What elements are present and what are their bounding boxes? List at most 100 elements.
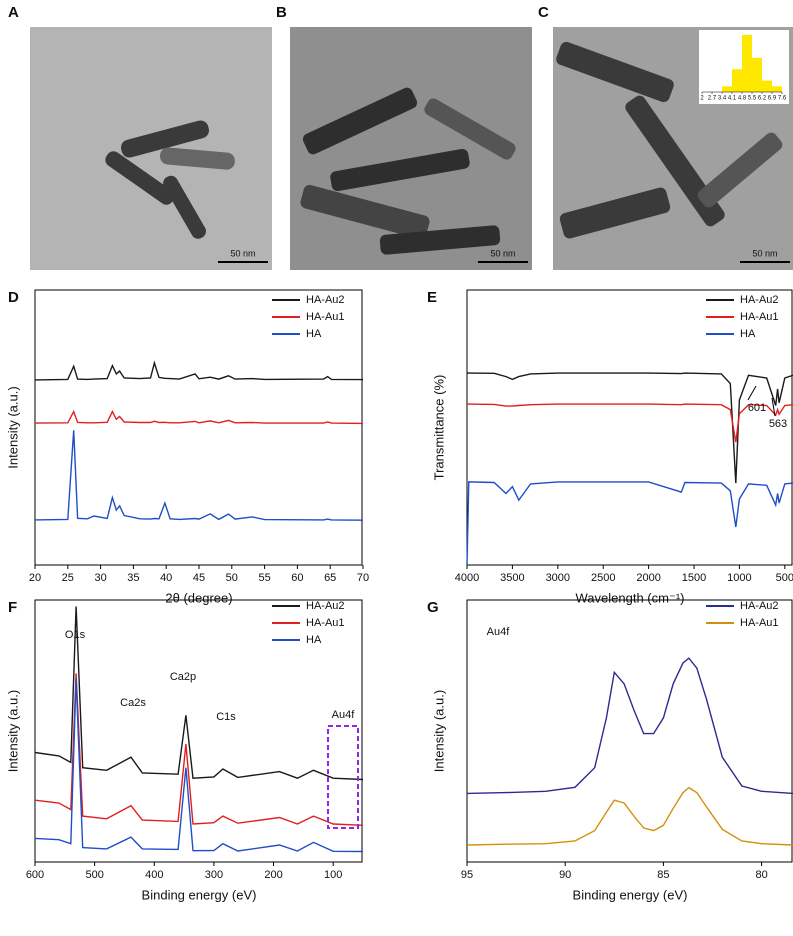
x-tick-label: 80 bbox=[755, 869, 767, 881]
x-tick-label: 2.7 bbox=[708, 96, 717, 102]
series-line bbox=[467, 372, 793, 484]
x-tick-label: 35 bbox=[127, 572, 139, 584]
annotation: Ca2p bbox=[170, 671, 196, 683]
annotation: 563 bbox=[769, 418, 787, 430]
series-line bbox=[466, 657, 793, 795]
x-tick-label: 5.5 bbox=[748, 96, 757, 102]
panel-label: B bbox=[276, 4, 287, 21]
x-tick-label: 3000 bbox=[546, 572, 570, 584]
annotation: Au4f bbox=[487, 626, 511, 638]
x-tick-label: 6.9 bbox=[768, 96, 777, 102]
y-axis-label: Intensity (a.u.) bbox=[5, 386, 20, 468]
legend-label: HA bbox=[740, 328, 756, 340]
highlight-box bbox=[327, 725, 359, 829]
x-tick-label: 500 bbox=[85, 869, 103, 881]
y-axis-label: Intensity (a.u.) bbox=[5, 690, 20, 772]
annotation-arrow bbox=[747, 385, 757, 401]
x-tick-label: 4000 bbox=[455, 572, 479, 584]
panel-label: D bbox=[8, 289, 19, 306]
legend-label: HA-Au1 bbox=[740, 311, 779, 323]
x-tick-label: 2 bbox=[700, 96, 704, 102]
tem-images: A B C 50 nm 50 nm 50 nm bbox=[8, 4, 793, 270]
annotation: C1s bbox=[216, 711, 236, 723]
plot-frame bbox=[466, 289, 793, 566]
legend-label: HA-Au2 bbox=[740, 600, 779, 612]
x-tick-label: 200 bbox=[264, 869, 282, 881]
rods bbox=[556, 41, 783, 239]
x-tick-label: 400 bbox=[145, 869, 163, 881]
series-line bbox=[466, 786, 793, 846]
x-tick-label: 500 bbox=[776, 572, 793, 584]
y-axis-label: Transmittance (%) bbox=[431, 375, 446, 481]
x-axis-label: Wavelength (cm⁻¹) bbox=[576, 590, 685, 605]
x-tick-label: 4.1 bbox=[728, 96, 737, 102]
x-tick-label: 4.8 bbox=[738, 96, 747, 102]
x-tick-label: 300 bbox=[205, 869, 223, 881]
x-tick-label: 70 bbox=[357, 572, 369, 584]
scale-bar-label: 50 nm bbox=[490, 248, 515, 258]
series-line bbox=[34, 430, 364, 521]
x-axis-label: Binding energy (eV) bbox=[573, 887, 688, 902]
series-line bbox=[34, 673, 364, 826]
histogram-bar bbox=[762, 80, 772, 92]
legend-label: HA-Au1 bbox=[306, 617, 345, 629]
histogram-bar bbox=[772, 86, 782, 92]
legend-label: HA bbox=[306, 328, 322, 340]
plot-frame bbox=[466, 599, 793, 863]
histogram-bar bbox=[732, 69, 742, 92]
x-tick-label: 30 bbox=[94, 572, 106, 584]
legend-label: HA-Au2 bbox=[740, 294, 779, 306]
series-line bbox=[34, 606, 364, 781]
x-tick-label: 7.6 bbox=[778, 96, 787, 102]
x-tick-label: 95 bbox=[461, 869, 473, 881]
annotation: O1s bbox=[65, 629, 86, 641]
y-axis-label: Intensity (a.u.) bbox=[431, 690, 446, 772]
histogram-bar bbox=[722, 86, 732, 92]
x-tick-label: 600 bbox=[26, 869, 44, 881]
x-tick-label: 3.4 bbox=[718, 96, 727, 102]
x-tick-label: 1000 bbox=[727, 572, 751, 584]
legend-label: HA bbox=[306, 634, 322, 646]
panel-label: C bbox=[538, 4, 549, 21]
legend-label: HA-Au1 bbox=[740, 617, 779, 629]
annotation: Ca2s bbox=[120, 697, 146, 709]
x-tick-label: 90 bbox=[559, 869, 571, 881]
annotation: Au4f bbox=[332, 709, 356, 721]
annotation-arrow bbox=[771, 397, 776, 417]
x-axis-label: 2θ (degree) bbox=[165, 590, 232, 605]
histogram-bar bbox=[752, 57, 762, 92]
x-tick-label: 25 bbox=[62, 572, 74, 584]
annotation: 601 bbox=[748, 402, 766, 414]
scale-bar-label: 50 nm bbox=[752, 248, 777, 258]
series-line bbox=[467, 403, 793, 443]
x-tick-label: 65 bbox=[324, 572, 336, 584]
x-tick-label: 20 bbox=[29, 572, 41, 584]
rods bbox=[105, 120, 235, 239]
plot-frame bbox=[34, 599, 363, 863]
panel-label: F bbox=[8, 599, 17, 616]
scale-bar-label: 50 nm bbox=[230, 248, 255, 258]
series-line bbox=[34, 678, 364, 853]
x-tick-label: 85 bbox=[657, 869, 669, 881]
legend-label: HA-Au1 bbox=[306, 311, 345, 323]
series-line bbox=[34, 360, 364, 381]
x-tick-label: 2000 bbox=[636, 572, 660, 584]
histogram-bar bbox=[742, 35, 752, 92]
panel-label: E bbox=[427, 289, 437, 306]
x-tick-label: 2500 bbox=[591, 572, 615, 584]
series-line bbox=[34, 409, 364, 425]
x-tick-label: 40 bbox=[160, 572, 172, 584]
panel-label: A bbox=[8, 4, 19, 21]
rods bbox=[300, 87, 516, 255]
x-tick-label: 1500 bbox=[682, 572, 706, 584]
x-tick-label: 50 bbox=[226, 572, 238, 584]
legend-label: HA-Au2 bbox=[306, 600, 345, 612]
x-tick-label: 100 bbox=[324, 869, 342, 881]
x-tick-label: 55 bbox=[258, 572, 270, 584]
x-tick-label: 3500 bbox=[500, 572, 524, 584]
x-tick-label: 45 bbox=[193, 572, 205, 584]
x-tick-label: 6.2 bbox=[758, 96, 767, 102]
x-axis-label: Binding energy (eV) bbox=[142, 887, 257, 902]
panel-label: G bbox=[427, 599, 439, 616]
